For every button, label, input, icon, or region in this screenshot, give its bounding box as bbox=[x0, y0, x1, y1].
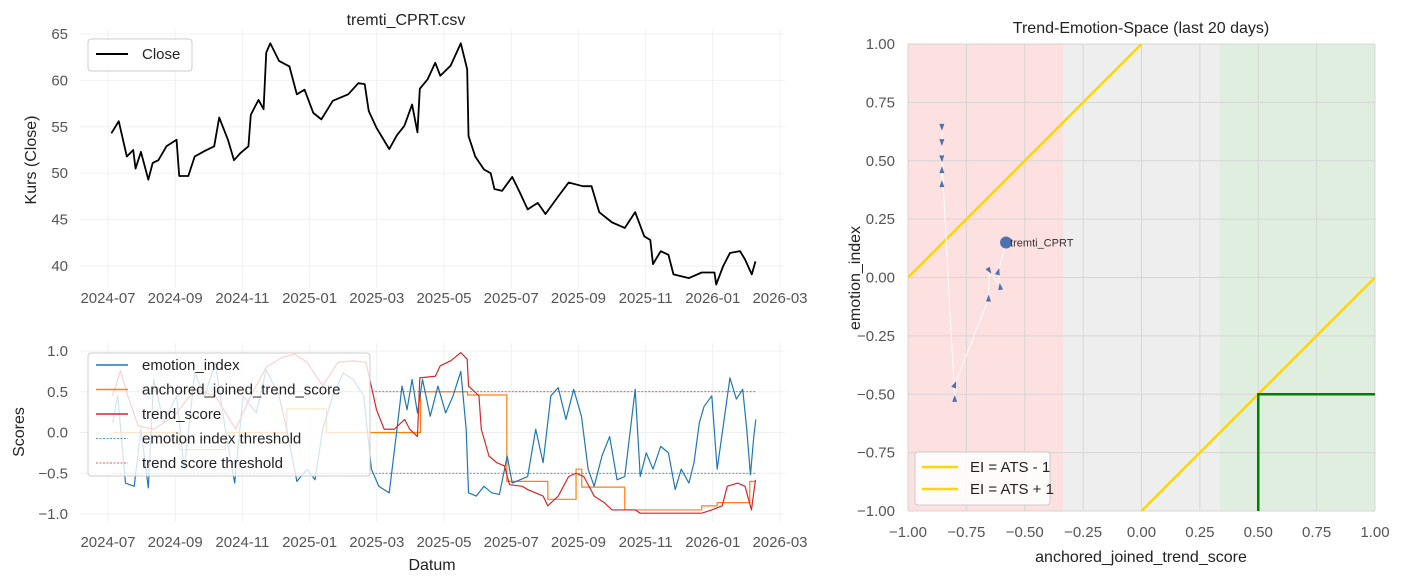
x-tick-label: 0.00 bbox=[1127, 524, 1156, 541]
y-tick-label: 50 bbox=[51, 165, 68, 182]
y-tick-label: 0.50 bbox=[866, 153, 895, 170]
y-tick-label: −0.5 bbox=[38, 465, 68, 482]
y-tick-label: 55 bbox=[51, 119, 68, 136]
trajectory-arrow bbox=[951, 381, 957, 389]
y-tick-label: −0.75 bbox=[857, 445, 895, 462]
y-tick-label: −0.50 bbox=[857, 386, 895, 403]
trajectory-arrow bbox=[939, 123, 945, 131]
x-tick-label: 0.25 bbox=[1185, 524, 1214, 541]
y-tick-label: 0.75 bbox=[866, 94, 895, 111]
x-tick-label: 2025-01 bbox=[282, 290, 337, 307]
reference-line bbox=[907, 43, 1143, 279]
legend-label-close: Close bbox=[142, 46, 180, 63]
y-tick-label: −0.25 bbox=[857, 328, 895, 345]
x-tick-label: 2025-05 bbox=[416, 290, 471, 307]
y-tick-label: 0.5 bbox=[47, 384, 68, 401]
x-tick-label: 2024-11 bbox=[215, 290, 269, 307]
y-axis-label: emotion_index bbox=[847, 226, 864, 330]
scores-chart: 2024-07 2024-09 2024-11 2025-01 2025-03 2025-… bbox=[11, 343, 808, 574]
trajectory-arrow bbox=[939, 155, 945, 163]
x-tick-label: 2025-11 bbox=[619, 290, 673, 307]
y-tick-label: 60 bbox=[51, 72, 68, 89]
y-axis-label: Kurs (Close) bbox=[23, 116, 40, 205]
trajectory-arrow bbox=[939, 139, 945, 147]
legend-box bbox=[87, 38, 193, 72]
x-tick-label: 2025-03 bbox=[349, 534, 404, 551]
x-tick-label: −0.25 bbox=[1064, 524, 1102, 541]
x-tick-label: 2025-03 bbox=[349, 290, 404, 307]
trajectory-arrow bbox=[939, 180, 945, 188]
y-tick-label: 1.00 bbox=[866, 36, 895, 53]
trend-emotion-space-chart: −1.00 −0.75 −0.50 −0.25 0.00 0.25 0.50 0.75 1.00… bbox=[847, 20, 1390, 566]
x-tick-label: 2026-01 bbox=[685, 534, 740, 551]
trajectory-arrow bbox=[994, 268, 1000, 276]
x-tick-label: 2024-07 bbox=[80, 290, 135, 307]
y-tick-label: 65 bbox=[51, 26, 68, 43]
x-tick-label: 2025-09 bbox=[551, 290, 606, 307]
y-tick-label: −1.00 bbox=[857, 503, 895, 520]
legend-label: emotion_index bbox=[142, 357, 240, 374]
x-axis-label: Datum bbox=[408, 557, 455, 574]
chart-title: Trend-Emotion-Space (last 20 days) bbox=[1013, 20, 1269, 37]
trajectory-arrow bbox=[985, 266, 992, 274]
y-tick-label: 0.00 bbox=[866, 270, 895, 287]
trajectory-arrow bbox=[998, 282, 1004, 291]
legend-label: anchored_joined_trend_score bbox=[142, 382, 340, 399]
current-point-marker bbox=[1000, 236, 1013, 249]
legend-label: EI = ATS + 1 bbox=[970, 481, 1054, 498]
legend-label: trend_score bbox=[142, 406, 221, 423]
x-tick-label: 2024-07 bbox=[80, 534, 135, 551]
x-tick-label: 2026-03 bbox=[752, 290, 807, 307]
x-tick-label: 0.75 bbox=[1302, 524, 1331, 541]
y-tick-label: −1.0 bbox=[38, 506, 68, 523]
x-tick-label: 2025-11 bbox=[619, 534, 673, 551]
x-tick-label: 2025-01 bbox=[282, 534, 337, 551]
y-tick-label: 0.0 bbox=[47, 425, 68, 442]
y-tick-label: 40 bbox=[51, 258, 68, 275]
x-tick-label: 2024-11 bbox=[215, 534, 269, 551]
x-tick-label: 2025-05 bbox=[416, 534, 471, 551]
legend-box bbox=[914, 451, 1051, 506]
y-axis-label: Scores bbox=[11, 407, 28, 457]
x-tick-label: 2025-07 bbox=[484, 290, 539, 307]
trajectory-arrow bbox=[952, 394, 958, 402]
x-tick-label: 2026-01 bbox=[685, 290, 740, 307]
x-tick-label: 2024-09 bbox=[148, 290, 203, 307]
trajectory-arrow bbox=[939, 166, 945, 174]
legend-label: emotion index threshold bbox=[142, 431, 301, 448]
x-tick-label: 1.00 bbox=[1360, 524, 1389, 541]
legend-label: trend score threshold bbox=[142, 455, 283, 472]
x-tick-label: −0.50 bbox=[1006, 524, 1044, 541]
price-chart: 2024-07 2024-09 2024-11 2025-01 2025-03 2025-… bbox=[23, 12, 808, 307]
x-tick-label: 2025-09 bbox=[551, 534, 606, 551]
x-tick-label: 0.50 bbox=[1244, 524, 1273, 541]
close-line bbox=[110, 42, 757, 286]
green-zone-line bbox=[1257, 393, 1375, 511]
x-tick-label: −0.75 bbox=[947, 524, 985, 541]
legend-box bbox=[87, 352, 371, 477]
x-axis-label: anchored_joined_trend_score bbox=[1035, 549, 1247, 566]
x-tick-label: 2025-07 bbox=[484, 534, 539, 551]
y-tick-label: 0.25 bbox=[866, 211, 895, 228]
x-tick-label: −1.00 bbox=[889, 524, 927, 541]
legend-label: EI = ATS - 1 bbox=[970, 459, 1050, 476]
chart-title: tremti_CPRT.csv bbox=[347, 12, 466, 29]
x-tick-label: 2026-03 bbox=[752, 534, 807, 551]
y-tick-label: 45 bbox=[51, 212, 68, 229]
point-label: tremti_CPRT bbox=[1010, 237, 1074, 249]
y-tick-label: 1.0 bbox=[47, 343, 68, 360]
x-tick-label: 2024-09 bbox=[148, 534, 203, 551]
trajectory-arrow bbox=[985, 294, 991, 302]
